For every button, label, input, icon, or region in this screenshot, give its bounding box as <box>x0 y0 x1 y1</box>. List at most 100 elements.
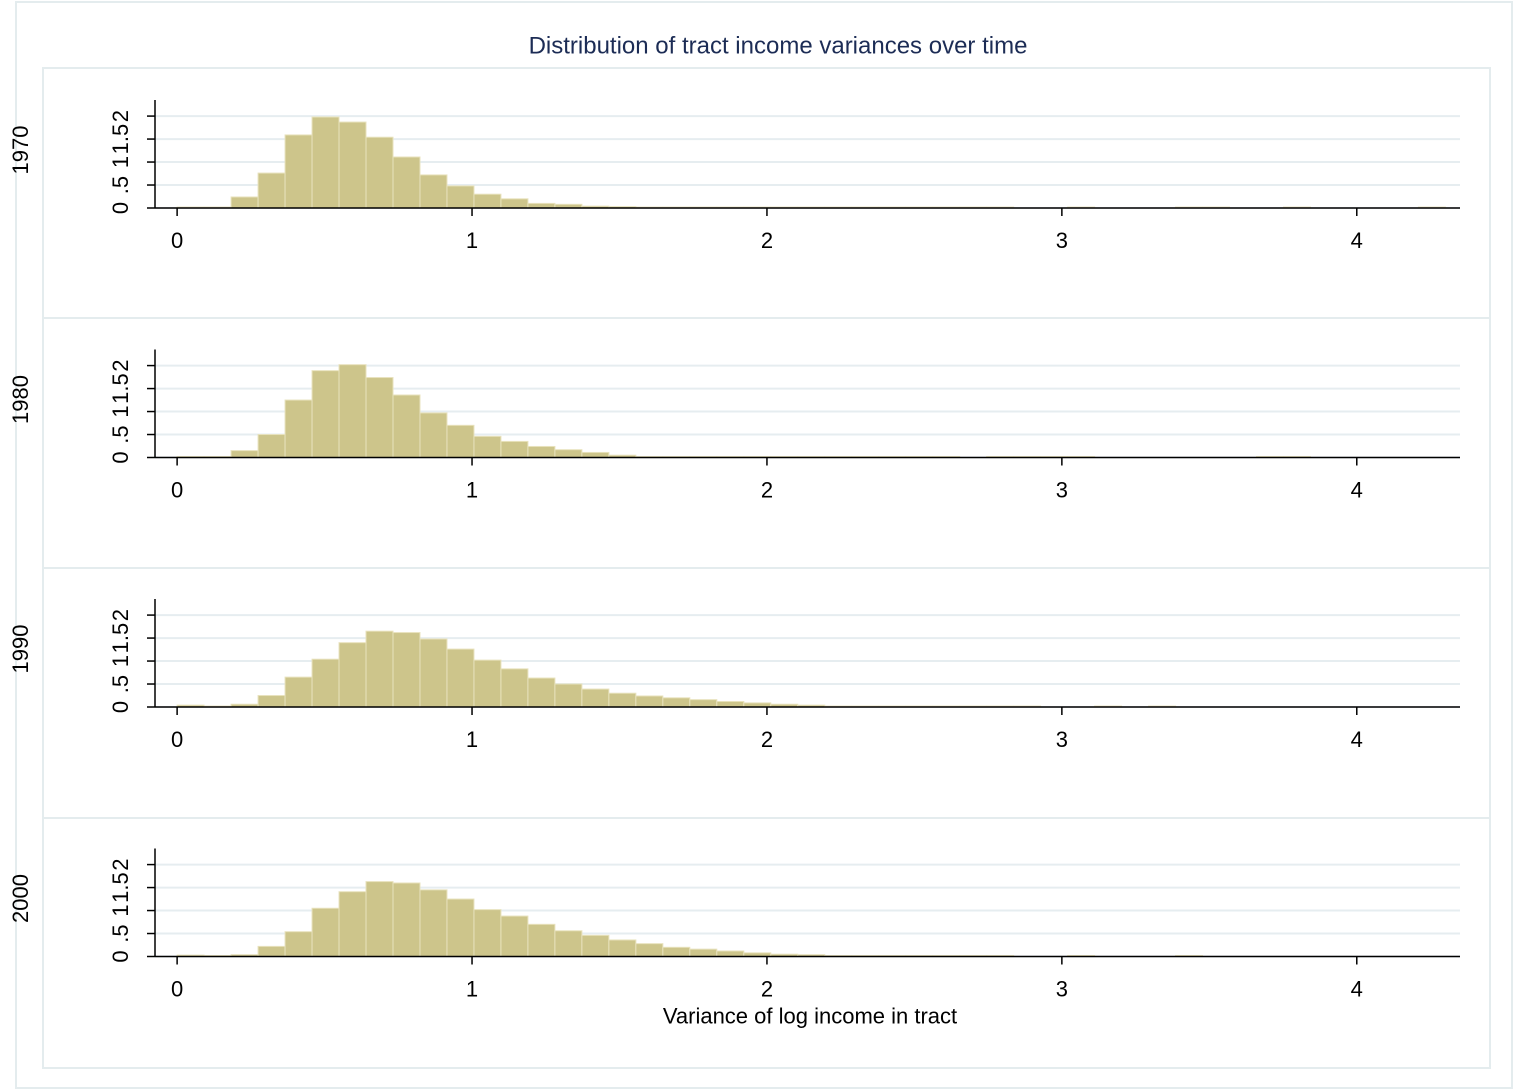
x-tick-label: 0 <box>171 976 183 1001</box>
x-tick-label: 2 <box>761 228 773 253</box>
chart-title: Distribution of tract income variances o… <box>529 32 1028 59</box>
y-tick-label: 1.5 <box>108 124 133 155</box>
bar <box>446 898 475 957</box>
bar <box>446 648 475 708</box>
bar <box>608 939 637 958</box>
bar <box>554 449 583 458</box>
bar <box>608 692 637 708</box>
bar <box>581 934 610 957</box>
y-tick-label: 1 <box>108 156 133 168</box>
y-tick-label: 0 <box>108 950 133 962</box>
y-tick-label: 1.5 <box>108 623 133 654</box>
y-tick-label: 1.5 <box>108 872 133 903</box>
y-tick-label: .5 <box>108 675 133 693</box>
x-tick-label: 4 <box>1351 727 1363 752</box>
y-tick-label: .5 <box>108 425 133 443</box>
bar <box>392 882 421 957</box>
bar <box>689 699 718 708</box>
bar <box>716 950 745 958</box>
bar <box>284 134 313 209</box>
y-tick-label: .5 <box>108 924 133 942</box>
bar <box>635 943 664 957</box>
x-tick-label: 1 <box>466 727 478 752</box>
bar <box>473 909 502 958</box>
y-tick-label: 1.5 <box>108 373 133 404</box>
y-tick-label: 1 <box>108 405 133 417</box>
bar <box>662 697 691 708</box>
bar <box>230 450 259 459</box>
bar <box>500 440 529 458</box>
y-tick-label: 2 <box>108 858 133 870</box>
panel-label: 1970 <box>8 126 33 175</box>
bar <box>473 659 502 708</box>
bar <box>419 638 448 708</box>
x-tick-label: 0 <box>171 228 183 253</box>
bar <box>338 121 367 209</box>
bar <box>527 445 556 459</box>
bar <box>581 688 610 708</box>
bar <box>419 889 448 957</box>
bar <box>635 695 664 708</box>
bar <box>554 683 583 708</box>
x-tick-label: 2 <box>761 727 773 752</box>
bar <box>500 198 529 209</box>
bar <box>419 174 448 209</box>
bar <box>392 632 421 708</box>
bar <box>257 434 286 458</box>
y-tick-label: 0 <box>108 451 133 463</box>
y-tick-label: 2 <box>108 359 133 371</box>
bar <box>392 156 421 209</box>
bar <box>473 193 502 209</box>
bar <box>338 891 367 958</box>
bar <box>284 399 313 458</box>
bar <box>284 676 313 708</box>
x-tick-label: 4 <box>1351 976 1363 1001</box>
bar <box>365 630 394 708</box>
bar <box>338 364 367 458</box>
bar <box>338 642 367 708</box>
bar <box>527 677 556 708</box>
bar <box>392 394 421 458</box>
bar <box>662 946 691 958</box>
x-tick-label: 2 <box>761 976 773 1001</box>
bar <box>446 185 475 209</box>
x-tick-label: 1 <box>466 228 478 253</box>
y-tick-label: .5 <box>108 176 133 194</box>
x-tick-label: 3 <box>1056 228 1068 253</box>
bar <box>365 136 394 209</box>
bar <box>311 907 340 958</box>
x-axis-label: Variance of log income in tract <box>663 1003 957 1028</box>
bar <box>365 881 394 957</box>
y-tick-label: 1 <box>108 655 133 667</box>
x-tick-label: 2 <box>761 477 773 502</box>
bar <box>419 412 448 458</box>
x-tick-label: 0 <box>171 477 183 502</box>
bar <box>311 658 340 708</box>
y-tick-label: 0 <box>108 202 133 214</box>
x-tick-label: 1 <box>466 976 478 1001</box>
bar <box>257 172 286 209</box>
panel-label: 1980 <box>8 375 33 424</box>
x-tick-label: 1 <box>466 477 478 502</box>
bar <box>473 435 502 459</box>
x-tick-label: 3 <box>1056 477 1068 502</box>
panel-label: 2000 <box>8 874 33 923</box>
x-tick-label: 4 <box>1351 228 1363 253</box>
bar <box>500 668 529 708</box>
bar <box>257 945 286 957</box>
y-tick-label: 2 <box>108 110 133 122</box>
bar <box>500 915 529 957</box>
bar <box>716 700 745 708</box>
bar <box>527 923 556 957</box>
y-tick-label: 0 <box>108 701 133 713</box>
bar <box>554 930 583 958</box>
x-tick-label: 3 <box>1056 976 1068 1001</box>
bar <box>446 424 475 458</box>
x-tick-label: 0 <box>171 727 183 752</box>
bar <box>581 451 610 458</box>
bar <box>311 370 340 458</box>
bar <box>689 948 718 957</box>
bar <box>311 116 340 209</box>
bar <box>284 931 313 958</box>
